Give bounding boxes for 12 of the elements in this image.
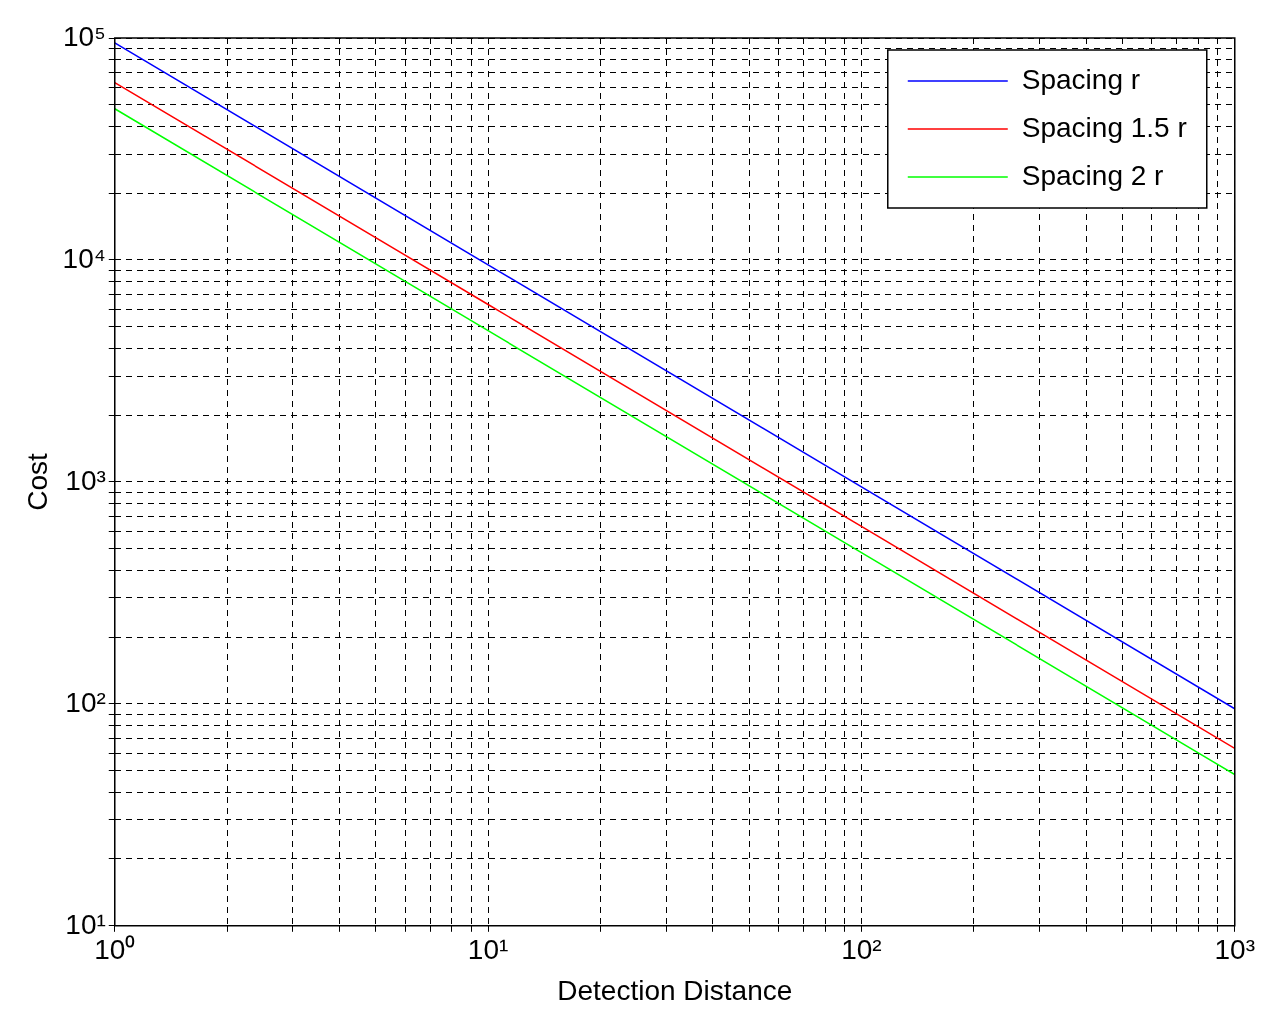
x-axis-title: Detection Distance <box>557 974 793 1006</box>
legend-label: Spacing r <box>1021 63 1141 95</box>
x-tick-label: 10² <box>841 934 882 966</box>
legend-label: Spacing 2 r <box>1021 159 1164 191</box>
y-tick-label: 10³ <box>65 464 106 496</box>
x-tick-label: 10¹ <box>467 934 509 966</box>
y-axis-title: Cost <box>21 452 53 511</box>
y-tick-label: 10⁴ <box>62 242 106 274</box>
x-tick-label: 10³ <box>1214 934 1255 966</box>
legend-label: Spacing 1.5 r <box>1021 111 1187 143</box>
y-tick-label: 10⁵ <box>63 20 106 52</box>
y-tick-label: 10² <box>65 686 106 718</box>
